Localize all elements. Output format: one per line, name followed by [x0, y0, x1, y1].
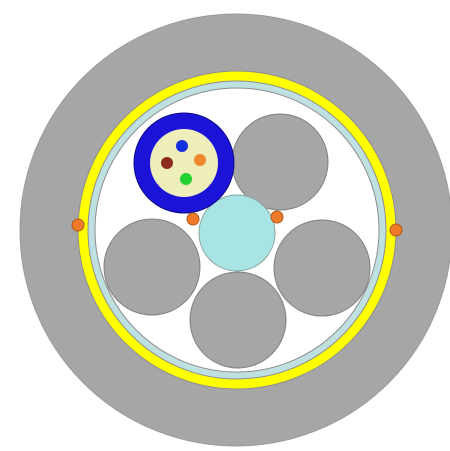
filler-rod-right	[273, 219, 371, 317]
central-strength-member	[198, 194, 276, 272]
fiber-orange	[194, 154, 206, 166]
ripcord-inner-right	[270, 210, 284, 224]
filler-rod-left	[103, 218, 201, 316]
ripcord-outer-right	[389, 223, 403, 237]
fiber-green	[180, 173, 192, 185]
ripcord-inner-left	[186, 212, 200, 226]
fiber-brown	[161, 157, 173, 169]
filler-rod-bottom	[189, 271, 287, 369]
filler-rod-top-right	[231, 113, 329, 211]
fiber-blue	[176, 140, 188, 152]
ripcord-outer-left	[71, 218, 85, 232]
gel-filling	[150, 129, 218, 197]
